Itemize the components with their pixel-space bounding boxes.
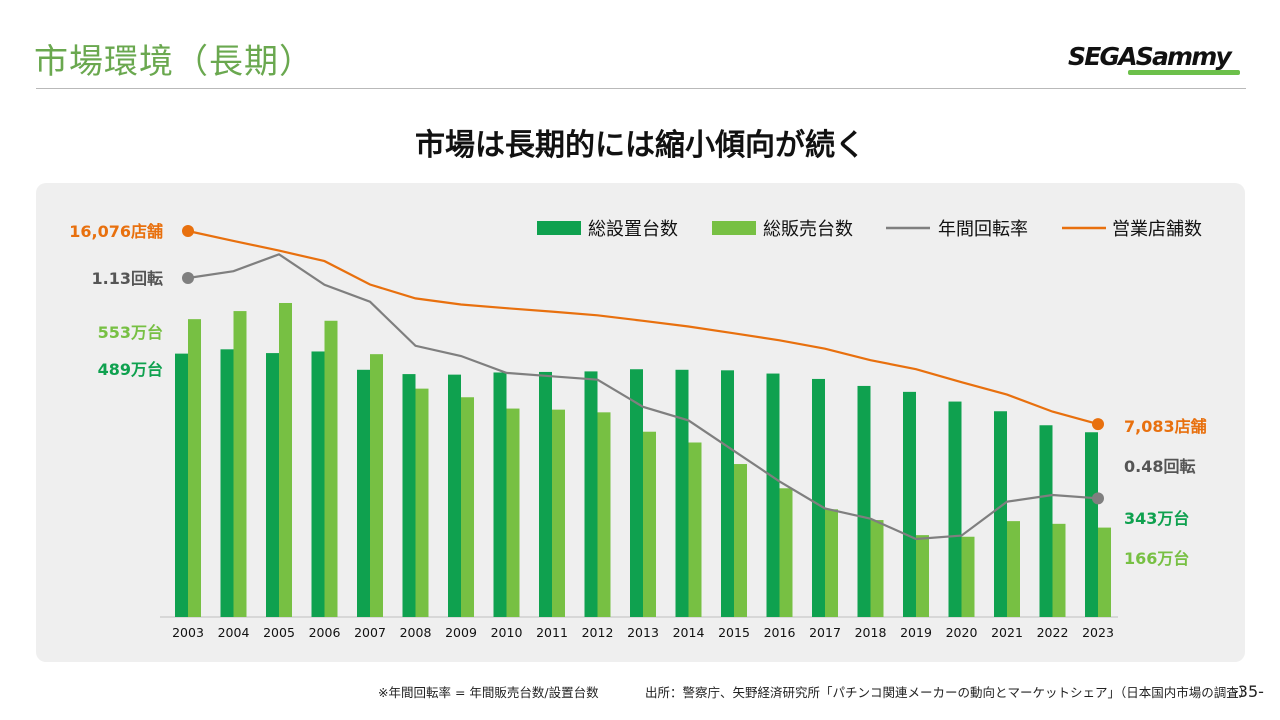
legend-label-sales: 総販売台数 <box>763 219 853 240</box>
stores-line <box>187 229 1099 426</box>
x-tick-label-2007: 2007 <box>354 625 386 640</box>
logo-text: SEGASammy <box>1068 42 1232 71</box>
label-stores-first: 16,076店舗 <box>69 222 163 241</box>
x-tick-label-2021: 2021 <box>991 625 1023 640</box>
x-tick-label-2006: 2006 <box>309 625 341 640</box>
bar-installed-2003 <box>175 353 188 617</box>
x-tick-label-2010: 2010 <box>491 625 523 640</box>
label-sales-first: 553万台 <box>98 323 163 342</box>
x-tick-label-2011: 2011 <box>536 625 568 640</box>
bar-installed-2008 <box>402 374 416 617</box>
label-installed-last: 343万台 <box>1124 509 1189 528</box>
turnover-end-marker <box>1092 492 1104 505</box>
bar-installed-2023 <box>1085 432 1098 617</box>
legend-label-installed: 総設置台数 <box>588 219 678 240</box>
bar-installed-2011 <box>539 371 552 617</box>
bar-installed-2016 <box>766 373 780 617</box>
x-tick-label-2003: 2003 <box>172 625 204 640</box>
bar-installed-2021 <box>994 411 1007 617</box>
bar-sales-2014 <box>688 442 702 617</box>
bar-installed-2007 <box>357 369 370 617</box>
x-tick-label-2013: 2013 <box>627 625 659 640</box>
x-tick-label-2012: 2012 <box>582 625 614 640</box>
x-tick-label-2016: 2016 <box>764 625 796 640</box>
bar-sales-2020 <box>961 536 975 617</box>
bar-installed-2014 <box>675 369 689 617</box>
bar-sales-2010 <box>506 408 520 617</box>
sega-sammy-logo: SEGASammy <box>1068 42 1248 76</box>
bar-sales-2009 <box>461 397 474 617</box>
bar-sales-2018 <box>870 520 884 617</box>
bar-installed-2019 <box>903 391 916 617</box>
bar-sales-2016 <box>779 488 793 617</box>
x-tick-label-2020: 2020 <box>946 625 978 640</box>
title-divider <box>36 88 1246 89</box>
label-installed-first: 489万台 <box>98 360 163 379</box>
bar-sales-2022 <box>1052 523 1066 617</box>
x-tick-label-2004: 2004 <box>218 625 250 640</box>
label-turnover-first: 1.13回転 <box>92 269 163 288</box>
x-tick-label-2005: 2005 <box>263 625 295 640</box>
page-number: -35- <box>1232 682 1264 701</box>
bar-installed-2015 <box>721 370 734 617</box>
x-tick-label-2014: 2014 <box>673 625 705 640</box>
bar-sales-2019 <box>916 535 929 617</box>
bar-installed-2017 <box>812 378 825 617</box>
legend-label-stores: 営業店舗数 <box>1112 219 1202 240</box>
x-tick-label-2019: 2019 <box>900 625 932 640</box>
bar-installed-2013 <box>630 369 643 617</box>
bar-installed-2004 <box>220 349 234 617</box>
legend-swatch-sales <box>712 221 756 235</box>
logo-underline <box>1128 70 1240 75</box>
x-tick-label-2008: 2008 <box>400 625 432 640</box>
bar-sales-2011 <box>552 409 565 617</box>
bar-sales-2007 <box>370 354 383 617</box>
x-tick-label-2018: 2018 <box>855 625 887 640</box>
stores-start-marker <box>182 225 194 237</box>
bar-sales-2015 <box>734 464 747 617</box>
chart-headline: 市場は長期的には縮小傾向が続く <box>415 128 865 163</box>
bar-sales-2021 <box>1007 521 1020 617</box>
turnover-start-marker <box>182 272 194 284</box>
x-tick-label-2009: 2009 <box>445 625 477 640</box>
bar-sales-2013 <box>643 431 656 617</box>
turnover-footnote: ※年間回転率 = 年間販売台数/設置台数 <box>378 685 599 700</box>
turnover-line <box>187 253 1099 541</box>
bar-installed-2022 <box>1039 425 1053 617</box>
bar-sales-2012 <box>597 412 611 617</box>
label-turnover-last: 0.48回転 <box>1124 457 1195 476</box>
bar-installed-2006 <box>311 351 325 617</box>
x-tick-label-2015: 2015 <box>718 625 750 640</box>
page-title: 市場環境（長期） <box>34 42 314 82</box>
x-tick-label-2022: 2022 <box>1037 625 1069 640</box>
bar-installed-2020 <box>948 401 962 617</box>
bar-sales-2004 <box>233 311 247 617</box>
label-stores-last: 7,083店舗 <box>1124 417 1207 436</box>
legend-swatch-installed <box>537 221 581 235</box>
x-tick-label-2017: 2017 <box>809 625 841 640</box>
bar-sales-2005 <box>279 302 292 617</box>
bar-installed-2012 <box>584 371 598 617</box>
bar-sales-2023 <box>1098 527 1111 617</box>
x-tick-label-2023: 2023 <box>1082 625 1114 640</box>
source-note: 出所：警察庁、矢野経済研究所「パチンコ関連メーカーの動向とマーケットシェア」（日… <box>645 685 1252 700</box>
legend-label-turnover: 年間回転率 <box>938 219 1028 240</box>
bar-sales-2006 <box>324 320 338 617</box>
bar-sales-2008 <box>415 388 429 617</box>
bar-installed-2018 <box>857 385 871 617</box>
stores-end-marker <box>1092 418 1104 431</box>
bar-installed-2005 <box>266 353 279 617</box>
bar-sales-2017 <box>825 509 838 617</box>
bar-installed-2009 <box>448 374 461 617</box>
bar-installed-2010 <box>493 372 507 617</box>
label-sales-last: 166万台 <box>1124 549 1189 568</box>
bar-sales-2003 <box>188 319 201 617</box>
